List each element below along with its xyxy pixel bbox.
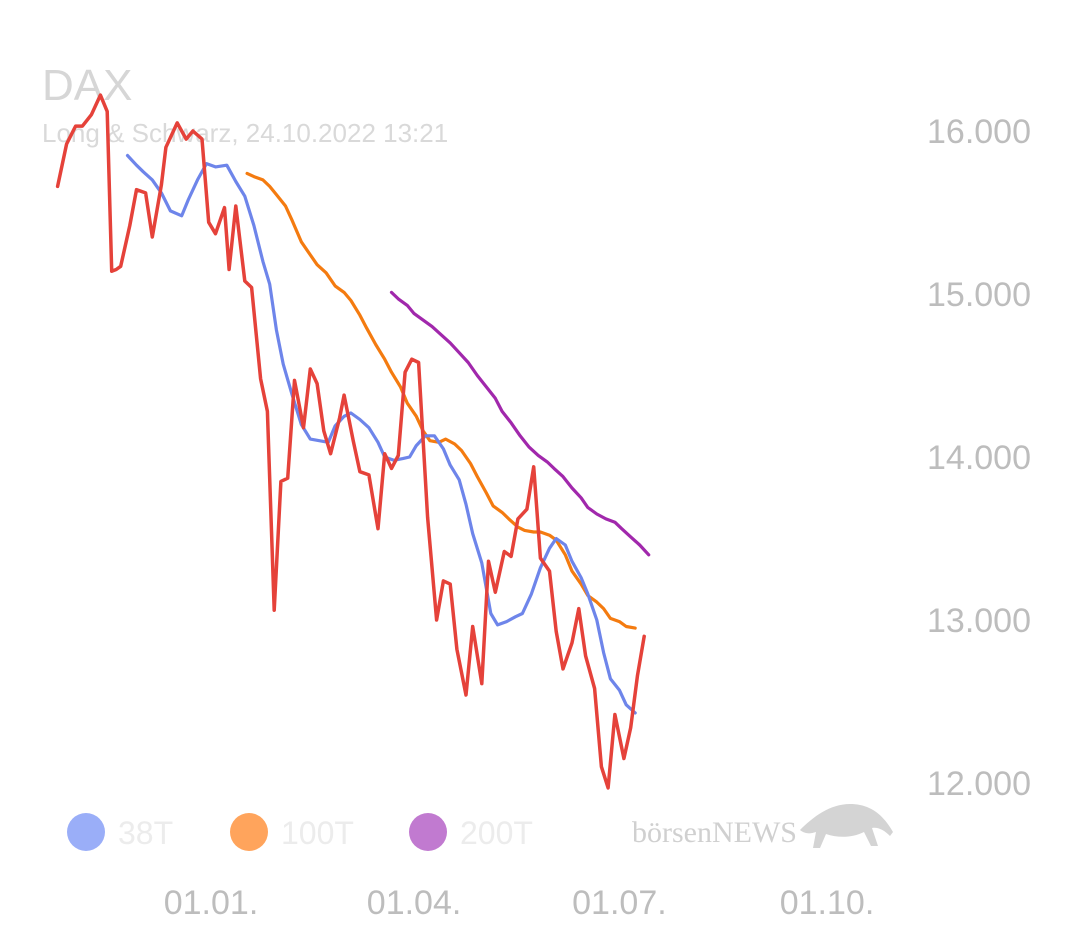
y-tick-label: 13.000 (927, 602, 1031, 640)
series-line-38t (125, 153, 637, 715)
x-axis: 01.01. 01.04. 01.07. 01.10. (164, 884, 875, 922)
y-tick-label: 16.000 (927, 113, 1031, 151)
x-tick-label: 01.07. (572, 884, 667, 922)
chart-subtitle: Long & Schwarz, 24.10.2022 13:21 (42, 118, 448, 148)
brand-logo: börsenNEWS (632, 804, 893, 849)
x-tick-label: 01.01. (164, 884, 259, 922)
legend-label-200t: 200T (460, 815, 533, 851)
y-tick-label: 15.000 (927, 276, 1031, 314)
legend-label-38t: 38T (118, 815, 173, 851)
legend-item-100t: 100T (230, 813, 354, 851)
legend-swatch-100t (230, 813, 268, 851)
y-tick-label: 14.000 (927, 439, 1031, 477)
y-axis: 16.000 15.000 14.000 13.000 12.000 (927, 113, 1031, 803)
legend-item-200t: 200T (409, 813, 533, 851)
series-line-100t (245, 171, 637, 630)
chart-title: DAX (42, 61, 132, 110)
x-tick-label: 01.10. (780, 884, 875, 922)
legend: 38T 100T 200T (67, 813, 533, 851)
series-layer (55, 93, 651, 790)
legend-item-38t: 38T (67, 813, 173, 851)
legend-swatch-38t (67, 813, 105, 851)
x-tick-label: 01.04. (367, 884, 462, 922)
legend-label-100t: 100T (281, 815, 354, 851)
brand-text: börsenNEWS (632, 816, 797, 849)
y-tick-label: 12.000 (927, 765, 1031, 803)
series-line-200t (389, 290, 651, 557)
bull-icon (800, 804, 893, 848)
legend-swatch-200t (409, 813, 447, 851)
series-line-dax (55, 93, 646, 790)
